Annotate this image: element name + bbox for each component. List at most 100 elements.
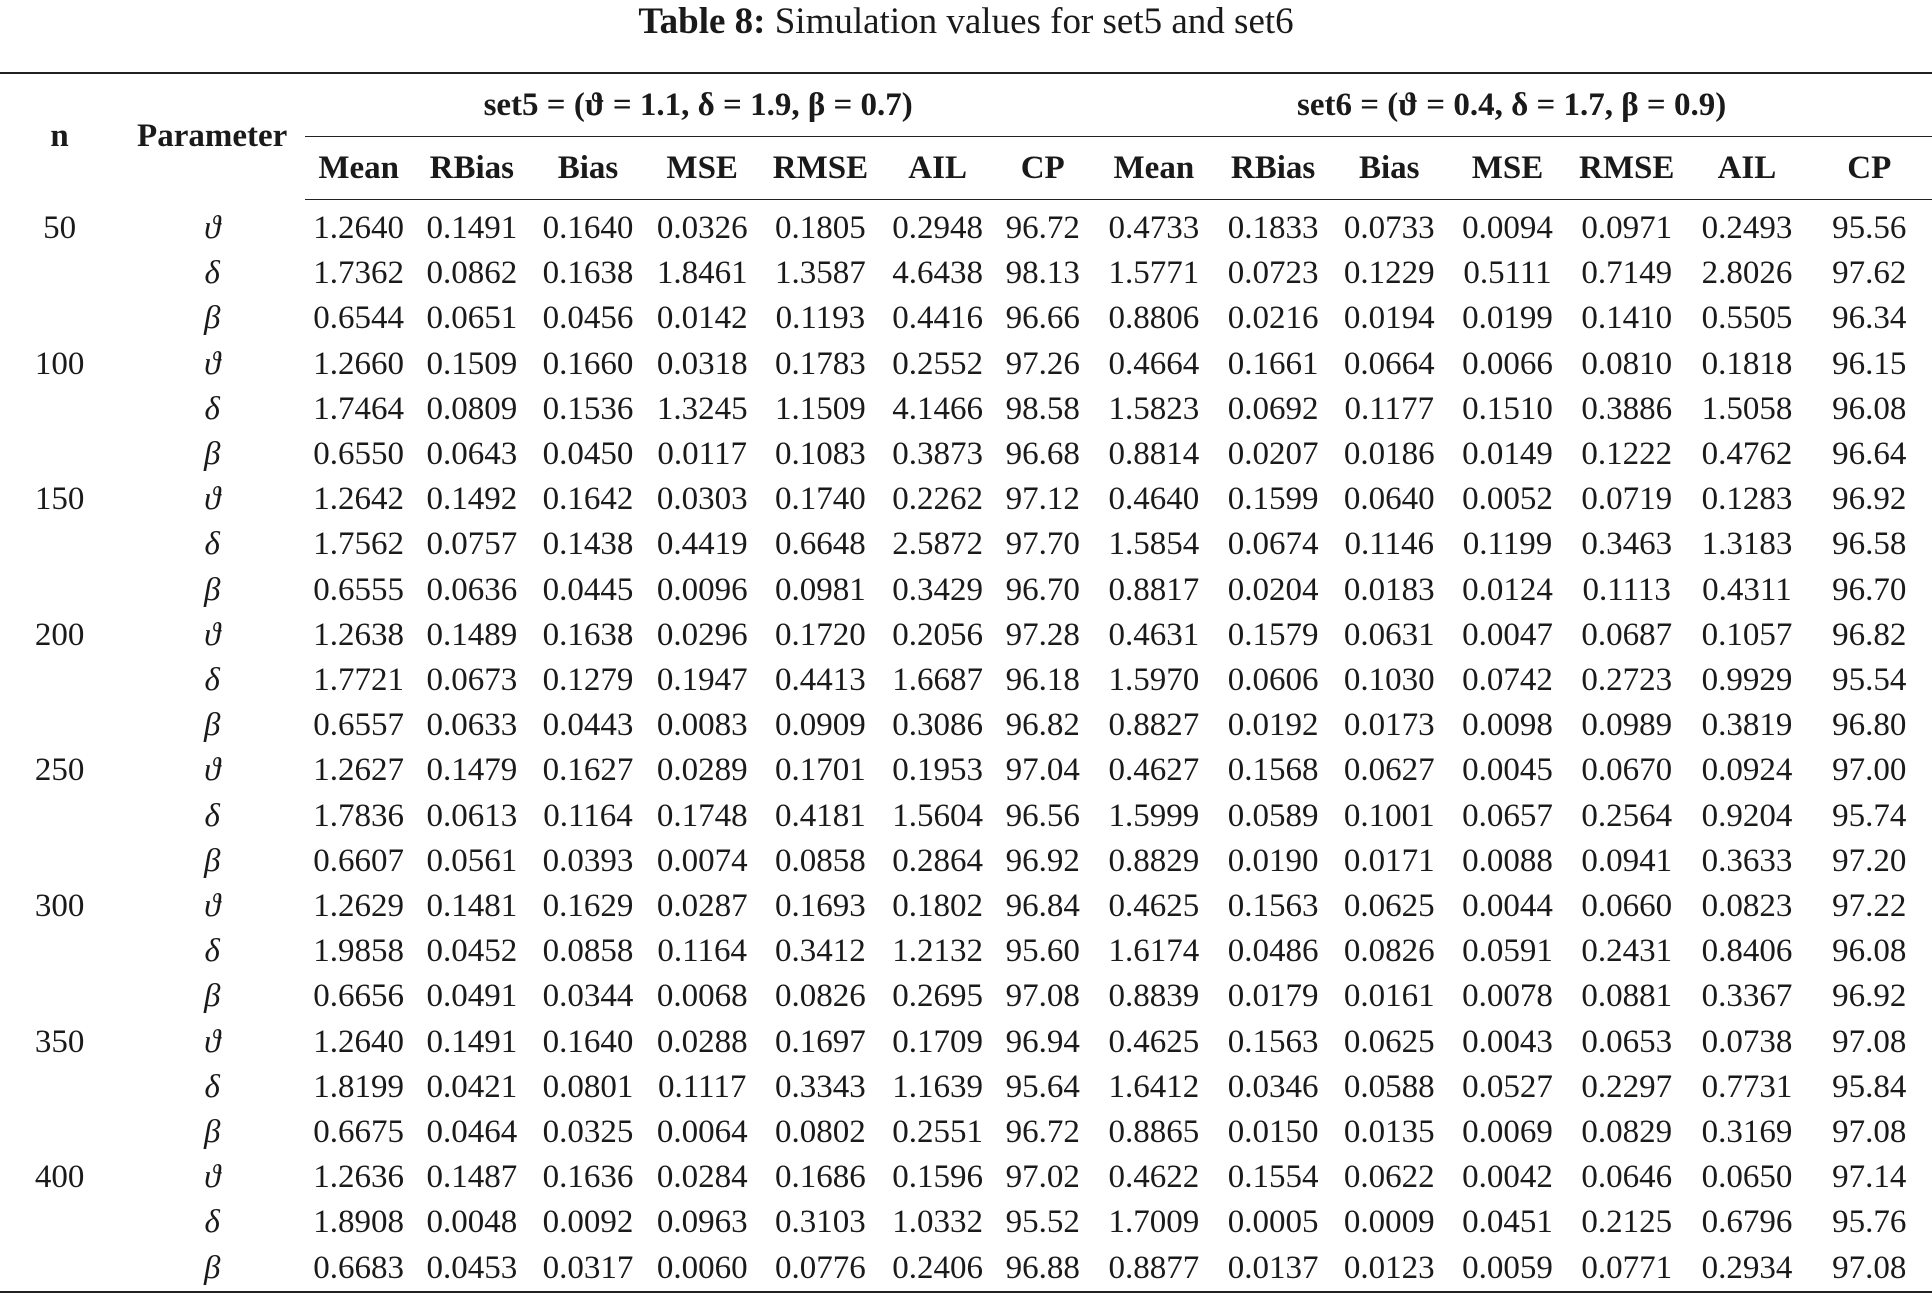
cell-set5-ail: 0.1802 (892, 888, 983, 925)
cell-parameter: β (203, 1114, 221, 1151)
cell-set5-cp: 97.26 (1005, 345, 1080, 382)
cell-set5-rbias: 0.0613 (426, 797, 518, 834)
cell-set5-cp: 96.94 (1005, 1023, 1080, 1060)
cell-parameter: δ (204, 933, 220, 970)
cell-set5-mse: 0.0068 (656, 978, 748, 1015)
cell-set6-rbias: 0.1579 (1227, 616, 1319, 653)
cell-set5-rbias: 0.0561 (426, 842, 518, 879)
cell-set6-cp: 96.92 (1832, 978, 1907, 1015)
cell-set5-mse: 0.0296 (656, 616, 748, 653)
cell-set6-mean: 0.8829 (1108, 842, 1200, 879)
cell-set6-mse: 0.0088 (1462, 842, 1553, 879)
cell-set5-mean: 1.2638 (313, 616, 405, 653)
cell-set5-rbias: 0.0048 (426, 1204, 518, 1241)
cell-set5-mean: 0.6544 (313, 300, 405, 337)
cell-set5-ail: 0.2948 (892, 210, 983, 246)
cell-parameter: β (203, 300, 221, 337)
cell-set5-rbias: 0.1492 (426, 481, 518, 518)
cell-parameter: β (203, 707, 221, 744)
header-row-groups: n Parameter set5 = (ϑ = 1.1, δ = 1.9, β … (0, 72, 1932, 200)
cell-set6-ail: 1.3183 (1701, 526, 1793, 563)
cell-set5-cp: 95.64 (1005, 1068, 1080, 1105)
cell-set6-mean: 1.5854 (1108, 526, 1200, 563)
cell-set6-cp: 96.58 (1832, 526, 1907, 563)
cell-set6-rbias: 0.0606 (1227, 662, 1319, 699)
cell-set5-rbias: 0.1489 (426, 616, 518, 653)
cell-set5-bias: 0.1642 (542, 481, 634, 518)
cell-n (0, 568, 119, 613)
cell-set6-rbias: 0.0150 (1227, 1114, 1319, 1151)
cell-set6-cp: 96.64 (1832, 436, 1907, 473)
cell-set5-cp: 96.82 (1005, 707, 1080, 744)
cell-set6-cp: 95.76 (1832, 1204, 1907, 1241)
cell-set5-mse: 0.0326 (656, 210, 748, 246)
cell-set5-bias: 0.1536 (542, 390, 634, 427)
cell-set5-cp: 97.70 (1005, 526, 1080, 563)
cell-set5-cp: 95.52 (1005, 1204, 1080, 1241)
header-set5-rbias: RBias (412, 136, 532, 200)
cell-set5-rbias: 0.1481 (426, 888, 518, 925)
cell-set6-ail: 0.0924 (1701, 752, 1793, 789)
cell-n (0, 1200, 119, 1245)
cell-set6-ail: 2.8026 (1701, 255, 1793, 292)
cell-set6-rbias: 0.0207 (1227, 436, 1319, 473)
cell-set6-mean: 1.6174 (1108, 933, 1200, 970)
cell-set6-ail: 0.1057 (1701, 616, 1793, 653)
cell-set6-rmse: 0.2125 (1581, 1204, 1673, 1241)
cell-set5-rmse: 0.1701 (775, 752, 866, 789)
cell-set5-mse: 0.4419 (656, 526, 748, 563)
cell-set6-rmse: 0.0810 (1581, 345, 1673, 382)
cell-n (0, 387, 119, 432)
cell-n (0, 522, 119, 567)
cell-set5-rbias: 0.0651 (426, 300, 518, 337)
cell-set5-bias: 0.1660 (542, 345, 634, 382)
cell-set6-cp: 96.82 (1832, 616, 1907, 653)
cell-set5-mse: 0.0963 (656, 1204, 748, 1241)
table-caption: Table 8: Simulation values for set5 and … (0, 2, 1932, 42)
cell-set5-rmse: 0.0981 (775, 571, 866, 608)
cell-set6-ail: 0.1818 (1701, 345, 1793, 382)
cell-n: 250 (34, 752, 85, 789)
cell-set5-bias: 0.1640 (542, 210, 634, 246)
table-row: δ 1.7721 0.0673 0.1279 0.1947 0.4413 1.6687 96.… (0, 658, 1932, 703)
cell-set5-bias: 0.0445 (542, 571, 634, 608)
cell-set6-rmse: 0.3463 (1581, 526, 1673, 563)
cell-set5-rmse: 0.6648 (775, 526, 866, 563)
cell-set5-rbias: 0.1491 (426, 210, 518, 246)
cell-set6-mse: 0.0591 (1462, 933, 1553, 970)
cell-set6-mean: 1.5970 (1108, 662, 1200, 699)
cell-set5-ail: 0.2406 (881, 1245, 995, 1293)
table-row: β 0.6675 0.0464 0.0325 0.0064 0.0802 0.2551 96.… (0, 1110, 1932, 1155)
cell-parameter: δ (204, 390, 220, 427)
cell-set6-mse: 0.0044 (1462, 888, 1553, 925)
cell-set5-rmse: 0.1686 (775, 1159, 866, 1196)
cell-set5-cp: 96.56 (1005, 797, 1080, 834)
cell-set6-rbias: 0.0589 (1227, 797, 1319, 834)
cell-set5-rmse: 1.1509 (775, 390, 866, 427)
cell-parameter: β (119, 1245, 306, 1293)
cell-set6-rbias: 0.1833 (1227, 210, 1319, 246)
cell-set6-rbias: 0.1554 (1227, 1159, 1319, 1196)
cell-set5-rmse: 0.1697 (775, 1023, 866, 1060)
cell-set6-rmse: 0.2723 (1581, 662, 1673, 699)
cell-set6-mse: 0.0069 (1462, 1114, 1553, 1151)
cell-n (0, 1065, 119, 1110)
cell-set6-rmse: 0.7149 (1581, 255, 1673, 292)
cell-set6-cp: 97.20 (1832, 842, 1907, 879)
cell-set6-cp: 97.08 (1832, 1114, 1907, 1151)
header-set5-mean: Mean (305, 136, 413, 200)
cell-set6-mean: 0.4640 (1108, 481, 1200, 518)
cell-set5-bias: 0.0450 (542, 436, 634, 473)
cell-set6-mse: 0.0657 (1462, 797, 1553, 834)
cell-n: 150 (34, 481, 85, 518)
cell-n (0, 658, 119, 703)
cell-set6-rmse: 0.0653 (1581, 1023, 1673, 1060)
cell-set6-bias: 0.0588 (1343, 1068, 1435, 1105)
cell-set6-mean: 0.4625 (1108, 888, 1200, 925)
cell-parameter: δ (204, 662, 220, 699)
cell-set6-rbias: 0.1563 (1227, 1023, 1319, 1060)
cell-set5-cp: 97.28 (1005, 616, 1080, 653)
cell-set6-bias: 0.0183 (1343, 571, 1435, 608)
cell-set5-bias: 0.1638 (542, 616, 634, 653)
cell-set6-cp: 97.00 (1832, 752, 1907, 789)
